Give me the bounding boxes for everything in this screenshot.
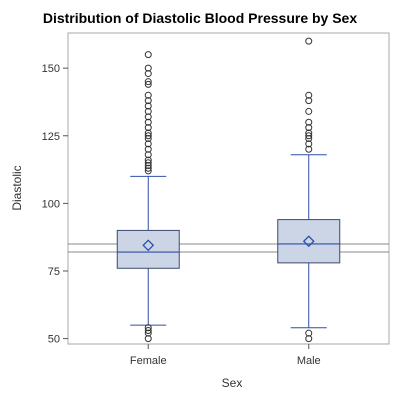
y-axis: 50 75 100 125 150 xyxy=(42,63,68,346)
outlier-female-6 xyxy=(144,162,152,170)
box-group-female xyxy=(116,51,180,343)
outlier-female-15 xyxy=(144,124,152,132)
outlier-male-3 xyxy=(305,140,313,148)
outlier-female-25 xyxy=(144,64,152,72)
y-tick-label-150: 150 xyxy=(42,63,60,75)
outlier-female-14 xyxy=(144,129,152,137)
y-tick-label-125: 125 xyxy=(42,131,60,143)
x-axis: Female Male xyxy=(130,344,321,367)
box-male xyxy=(277,219,341,264)
outlier-female-23 xyxy=(144,78,152,86)
outlier-female-24 xyxy=(144,70,152,78)
outlier-male-2 xyxy=(305,145,313,153)
outlier-female-12 xyxy=(144,134,152,142)
mean-marker-female xyxy=(142,239,155,252)
outlier-male-11 xyxy=(305,91,313,99)
outlier-female-10 xyxy=(144,145,152,153)
outlier-female-5 xyxy=(144,164,152,172)
outlier-male-0 xyxy=(305,335,313,343)
outlier-female-8 xyxy=(144,156,152,164)
outlier-male-4 xyxy=(305,134,313,142)
plot-area-frame xyxy=(67,32,390,345)
outlier-female-11 xyxy=(144,140,152,148)
x-tick-label-female: Female xyxy=(130,355,167,367)
outlier-female-13 xyxy=(144,132,152,140)
outlier-male-6 xyxy=(305,129,313,137)
mean-marker-male xyxy=(302,235,315,248)
outlier-female-16 xyxy=(144,118,152,126)
box-female xyxy=(116,229,180,269)
outlier-male-7 xyxy=(305,124,313,132)
outlier-female-9 xyxy=(144,151,152,159)
outlier-female-3 xyxy=(144,324,152,332)
y-tick-label-50: 50 xyxy=(48,334,60,346)
y-tick-label-75: 75 xyxy=(48,266,60,278)
outlier-female-7 xyxy=(144,159,152,167)
x-axis-label: Sex xyxy=(222,376,243,390)
outlier-female-22 xyxy=(144,80,152,88)
boxes-layer xyxy=(116,37,341,343)
outlier-female-20 xyxy=(144,97,152,105)
outlier-female-1 xyxy=(144,329,152,337)
box-group-male xyxy=(277,37,341,343)
outlier-female-18 xyxy=(144,107,152,115)
y-axis-label: Diastolic xyxy=(10,165,24,210)
chart-title: Distribution of Diastolic Blood Pressure… xyxy=(43,10,357,26)
outlier-male-10 xyxy=(305,97,313,105)
x-tick-label-male: Male xyxy=(297,355,321,367)
y-tick-label-100: 100 xyxy=(42,198,60,210)
outlier-male-5 xyxy=(305,132,313,140)
outlier-female-4 xyxy=(144,167,152,175)
outlier-male-9 xyxy=(305,107,313,115)
outlier-female-21 xyxy=(144,91,152,99)
outlier-female-26 xyxy=(144,51,152,59)
outlier-female-19 xyxy=(144,102,152,110)
outlier-male-8 xyxy=(305,118,313,126)
outlier-female-17 xyxy=(144,113,152,121)
outlier-female-2 xyxy=(144,326,152,334)
outlier-female-0 xyxy=(144,335,152,343)
outlier-male-1 xyxy=(305,329,313,337)
outlier-male-12 xyxy=(305,37,313,45)
